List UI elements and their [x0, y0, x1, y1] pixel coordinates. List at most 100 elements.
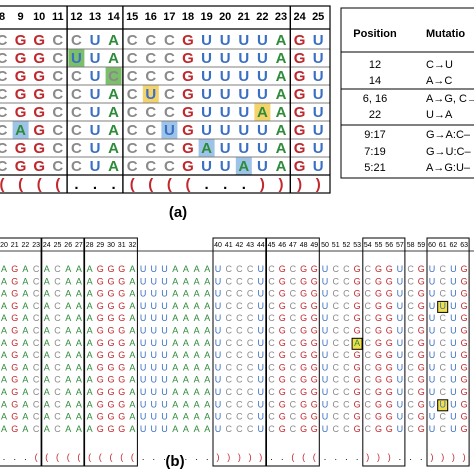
- highlight: [254, 103, 271, 121]
- column-number: 31: [118, 242, 126, 249]
- column-number: 18: [182, 11, 194, 23]
- table-cell: A→G, C→: [426, 93, 474, 105]
- column-number: 15: [126, 11, 138, 23]
- column-number: 63: [460, 242, 468, 249]
- column-number: 11: [52, 11, 64, 23]
- column-number: 60: [428, 242, 436, 249]
- table-header: Mutatio: [426, 28, 465, 40]
- column-number: 22: [256, 11, 268, 23]
- column-number: 25: [54, 242, 62, 249]
- column-number: 22: [22, 242, 30, 249]
- highlight: [437, 300, 449, 313]
- column-number: 25: [312, 11, 324, 23]
- column-number: 57: [396, 242, 404, 249]
- column-number: 23: [275, 11, 287, 23]
- table-border: [340, 7, 474, 179]
- table-cell: 22: [369, 109, 381, 121]
- column-group-box: [426, 237, 470, 467]
- mutation-table: Position Mutatio 12 C→U 14 A→C 6, 16 A→G, C→ 22 U…: [340, 7, 474, 179]
- table-cell: 12: [369, 59, 381, 71]
- column-number: 42: [236, 242, 244, 249]
- highlight: [351, 337, 363, 350]
- column-number: 43: [246, 242, 254, 249]
- table-cell: G→U:C–: [426, 146, 472, 158]
- highlight: [161, 121, 178, 139]
- table-cell: A→C: [426, 75, 452, 87]
- column-number: 47: [289, 242, 297, 249]
- table-cell: 7:19: [364, 146, 385, 158]
- column-number: 55: [375, 242, 383, 249]
- column-number: 32: [129, 242, 137, 249]
- column-number: 28: [86, 242, 94, 249]
- column-number: 46: [278, 242, 286, 249]
- highlight: [437, 399, 449, 412]
- table-cell: 6, 16: [363, 93, 387, 105]
- table-header: Position: [353, 28, 397, 40]
- column-number: 58: [407, 242, 415, 249]
- column-number: 61: [439, 242, 447, 249]
- column-number: 52: [343, 242, 351, 249]
- column-number: 8: [0, 11, 5, 23]
- column-number: 17: [163, 11, 175, 23]
- panel-label: (b): [165, 453, 184, 470]
- column-number: 29: [96, 242, 104, 249]
- table-cell: G→A:C–: [426, 129, 471, 141]
- column-number: 49: [310, 242, 318, 249]
- table-cell: U→A: [426, 109, 453, 121]
- structure-row: ...((((((((((.......)))))..(((....)))...…: [3, 452, 466, 462]
- column-group-box: [266, 237, 320, 467]
- column-number: 40: [214, 242, 222, 249]
- column-number: 45: [268, 242, 276, 249]
- structure-row: ((((...((((...)))): [0, 176, 321, 193]
- column-number: 30: [107, 242, 115, 249]
- table-cell: C→U: [426, 59, 453, 71]
- column-number: 48: [300, 242, 308, 249]
- column-number: 24: [43, 242, 51, 249]
- column-group-box: [362, 237, 406, 467]
- column-number: 13: [89, 11, 101, 23]
- table-cell: 5:21: [364, 162, 385, 174]
- column-number: 59: [417, 242, 425, 249]
- highlight: [198, 139, 215, 157]
- panel-b: 20 21 22 23 24 25 26 27 28 29 30 31 32 40 41 42 43 44 45 46…: [0, 237, 474, 467]
- column-number: 12: [70, 11, 82, 23]
- column-group-box: [0, 237, 42, 467]
- column-number: 50: [321, 242, 329, 249]
- column-number: 19: [200, 11, 212, 23]
- column-number: 44: [257, 242, 265, 249]
- column-number: 26: [64, 242, 72, 249]
- column-number: 51: [332, 242, 340, 249]
- column-number: 14: [107, 11, 120, 23]
- column-number: 21: [11, 242, 19, 249]
- column-number: 16: [145, 11, 157, 23]
- table-cell: A→G:U–: [426, 162, 471, 174]
- column-number: 54: [364, 242, 372, 249]
- column-number: 41: [225, 242, 233, 249]
- table-cell: 14: [369, 75, 381, 87]
- highlight: [12, 121, 29, 139]
- panel-label: (a): [169, 204, 187, 221]
- highlight: [142, 85, 159, 103]
- highlight: [68, 49, 85, 67]
- column-number: 10: [33, 11, 45, 23]
- highlight: [105, 67, 122, 85]
